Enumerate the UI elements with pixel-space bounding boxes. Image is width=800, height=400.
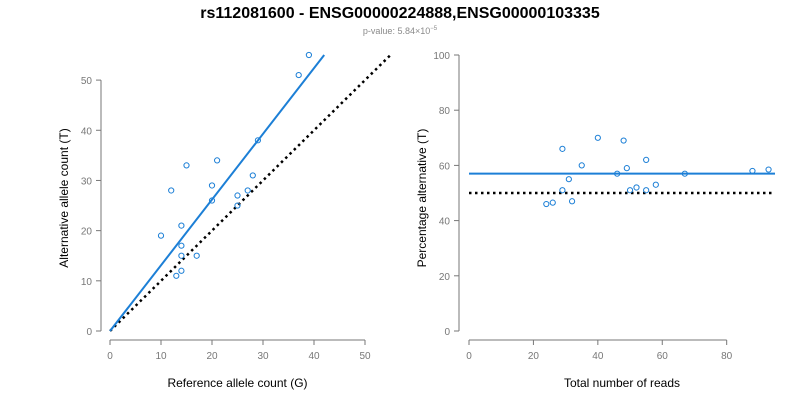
p-value-exponent: −5	[430, 26, 438, 32]
data-point	[594, 134, 601, 141]
data-point	[765, 166, 772, 173]
x-tick-label: 20	[528, 351, 540, 362]
data-point	[749, 167, 756, 175]
data-point	[578, 162, 585, 169]
y-tick-label: 30	[81, 176, 93, 187]
data-point	[254, 137, 261, 144]
y-tick-label: 40	[439, 217, 451, 228]
y-axis-label: Percentage alternative (T)	[415, 129, 429, 268]
data-point	[620, 137, 627, 144]
y-tick-label: 100	[433, 51, 450, 62]
data-point	[183, 162, 190, 169]
data-point	[681, 170, 688, 177]
data-point	[652, 181, 659, 188]
y-tick-label: 20	[81, 227, 93, 238]
x-axis-label: Total number of reads	[564, 376, 680, 390]
x-tick-label: 20	[206, 351, 218, 362]
data-point	[643, 187, 650, 194]
data-point	[249, 172, 256, 179]
data-point	[178, 267, 185, 274]
data-point	[244, 187, 251, 194]
y-axis-label: Alternative allele count (T)	[57, 128, 71, 267]
p-value-label: p-value: 5.84×10−5	[363, 26, 438, 36]
data-point	[643, 156, 650, 163]
data-point	[193, 252, 200, 259]
x-tick-label: 0	[107, 351, 113, 362]
y-tick-label: 80	[439, 106, 451, 117]
y-tick-label: 60	[439, 161, 451, 172]
x-axis-label: Reference allele count (G)	[167, 376, 307, 390]
x-tick-label: 40	[592, 351, 604, 362]
data-point	[178, 222, 185, 229]
x-tick-label: 40	[308, 351, 320, 362]
y-tick-label: 0	[444, 327, 450, 338]
data-point	[614, 170, 621, 177]
data-point	[234, 192, 241, 199]
data-point	[543, 200, 550, 208]
data-point	[568, 198, 576, 205]
data-point	[305, 51, 312, 59]
x-tick-label: 10	[155, 351, 167, 362]
data-point	[208, 197, 216, 204]
x-tick-label: 50	[359, 351, 371, 362]
y-tick-label: 50	[81, 76, 93, 87]
data-point	[157, 232, 165, 239]
y-tick-label: 0	[86, 327, 92, 338]
data-point	[214, 157, 221, 164]
reference-line	[109, 54, 392, 332]
data-point	[234, 202, 241, 209]
data-point	[633, 184, 640, 191]
p-value-text: p-value: 5.84×10	[363, 26, 430, 36]
data-point	[168, 187, 175, 194]
data-point	[173, 272, 180, 279]
data-point	[559, 187, 566, 194]
data-point	[626, 187, 634, 194]
fit-line	[109, 54, 325, 332]
data-point	[559, 145, 566, 152]
data-point	[178, 242, 185, 249]
x-tick-label: 30	[257, 351, 269, 362]
allele-count-scatter: 0 10 20 30 40 50 Reference allele count (G) 0 10…	[57, 51, 392, 390]
x-tick-label: 0	[466, 351, 472, 362]
data-point	[178, 252, 185, 259]
data-point	[565, 176, 572, 183]
y-tick-label: 10	[81, 277, 93, 288]
data-point	[295, 71, 302, 79]
data-point	[549, 199, 556, 206]
data-point	[208, 182, 216, 189]
y-tick-label: 40	[81, 126, 93, 137]
x-tick-label: 80	[721, 351, 733, 362]
percentage-alternative-scatter: 0 20 40 60 80 Total number of reads 0 20 40 60 80 1…	[415, 51, 775, 390]
figure-title: rs112081600 - ENSG00000224888,ENSG000001…	[200, 5, 600, 22]
y-tick-label: 20	[439, 272, 451, 283]
x-tick-label: 60	[657, 351, 669, 362]
data-point	[623, 165, 630, 172]
